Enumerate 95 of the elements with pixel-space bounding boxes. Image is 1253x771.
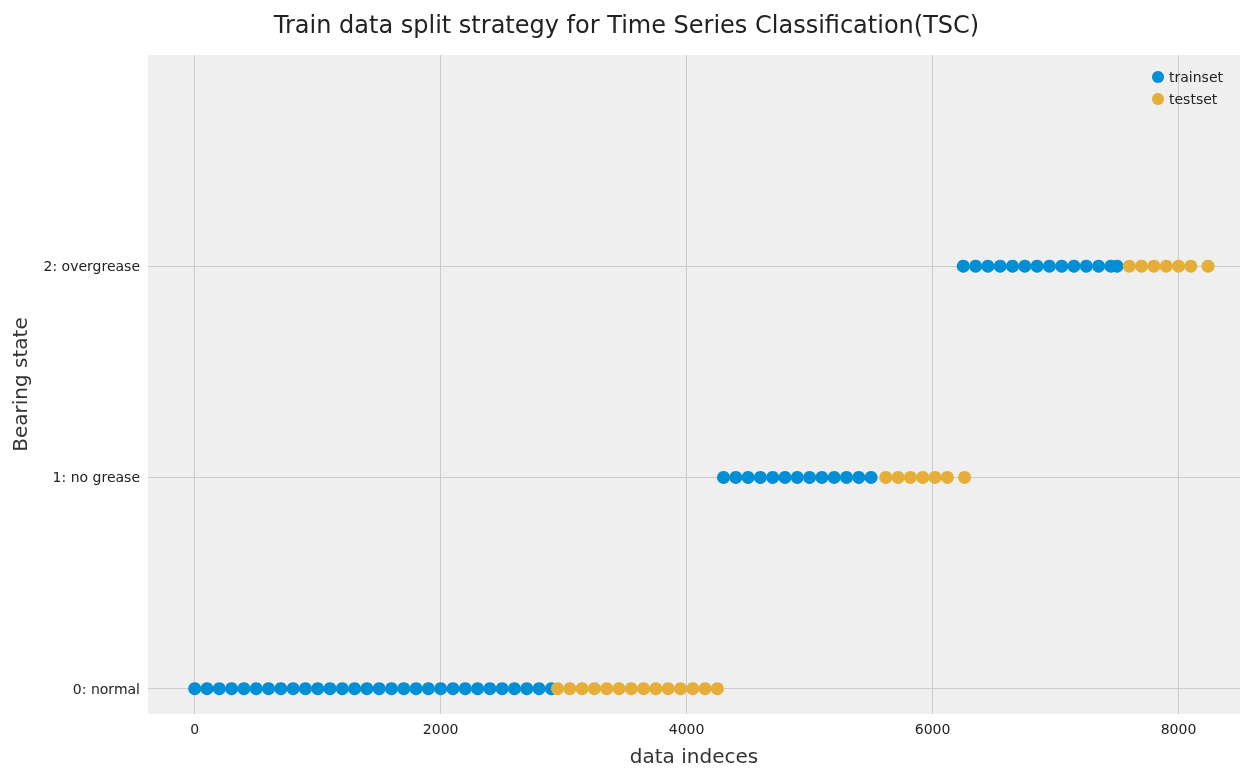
point <box>637 682 651 696</box>
point <box>298 682 312 696</box>
point <box>753 470 767 484</box>
point <box>916 470 930 484</box>
point <box>698 682 712 696</box>
point <box>1055 259 1069 273</box>
point <box>1122 259 1136 273</box>
point <box>575 682 589 696</box>
point <box>188 682 202 696</box>
y-tick-label: 1: no grease <box>52 469 140 486</box>
point <box>587 682 601 696</box>
point <box>385 682 398 696</box>
point <box>1092 259 1106 273</box>
point <box>200 682 214 696</box>
point <box>993 259 1007 273</box>
point <box>903 470 917 484</box>
point <box>335 682 349 696</box>
x-tick-label: 0 <box>190 721 200 737</box>
point <box>409 682 423 696</box>
point <box>778 470 792 484</box>
point <box>956 259 970 273</box>
point <box>958 470 972 484</box>
point <box>815 470 829 484</box>
point <box>249 682 263 696</box>
point <box>1030 259 1044 273</box>
point <box>311 682 325 696</box>
point <box>458 682 472 696</box>
point <box>612 682 626 696</box>
point <box>729 470 743 484</box>
x-axis-title: data indeces <box>629 744 759 768</box>
legend-label: trainset <box>1169 69 1224 85</box>
point <box>1147 259 1161 273</box>
point <box>673 682 687 696</box>
point <box>649 682 663 696</box>
point <box>969 259 983 273</box>
point <box>397 682 411 696</box>
point <box>372 682 386 696</box>
point <box>928 470 942 484</box>
point <box>879 470 893 484</box>
point <box>661 682 675 696</box>
point <box>864 470 878 484</box>
point <box>1018 259 1032 273</box>
point <box>852 470 866 484</box>
point <box>710 682 724 696</box>
point <box>520 682 534 696</box>
point <box>624 682 638 696</box>
point <box>323 682 337 696</box>
point <box>237 682 251 696</box>
point <box>262 682 276 696</box>
point <box>1172 259 1186 273</box>
point <box>471 682 485 696</box>
y-tick-label: 0: normal <box>72 680 140 697</box>
chart-title: Train data split strategy for Time Series Classification(TSC) <box>272 11 980 39</box>
point <box>507 682 521 696</box>
point <box>434 682 448 696</box>
point <box>790 470 804 484</box>
point <box>274 682 288 696</box>
point <box>827 470 841 484</box>
point <box>1079 259 1093 273</box>
point <box>840 470 853 484</box>
point <box>1006 259 1019 273</box>
point <box>446 682 460 696</box>
point <box>212 682 226 696</box>
x-tick-label: 4000 <box>668 721 705 737</box>
point <box>1201 259 1215 273</box>
point <box>940 470 954 484</box>
point <box>286 682 300 696</box>
point <box>600 682 614 696</box>
point <box>1067 259 1081 273</box>
point <box>981 259 995 273</box>
point <box>891 470 905 484</box>
point <box>1159 259 1173 273</box>
x-tick-label: 2000 <box>422 721 459 737</box>
point <box>495 682 509 696</box>
point <box>1042 259 1056 273</box>
point <box>741 470 755 484</box>
point <box>551 682 564 696</box>
point <box>1135 259 1149 273</box>
legend-label: testset <box>1169 91 1218 107</box>
point <box>1184 259 1198 273</box>
point <box>483 682 497 696</box>
point <box>686 682 700 696</box>
point <box>766 470 780 484</box>
x-tick-label: 8000 <box>1160 721 1197 737</box>
point <box>803 470 817 484</box>
y-tick-label: 2: overgrease <box>43 258 140 275</box>
x-tick-label: 6000 <box>914 721 951 737</box>
point <box>225 682 239 696</box>
point <box>563 682 577 696</box>
point <box>421 682 435 696</box>
point <box>348 682 362 696</box>
y-axis-title: Bearing state <box>8 317 32 452</box>
point <box>717 470 731 484</box>
point <box>532 682 546 696</box>
point <box>360 682 374 696</box>
